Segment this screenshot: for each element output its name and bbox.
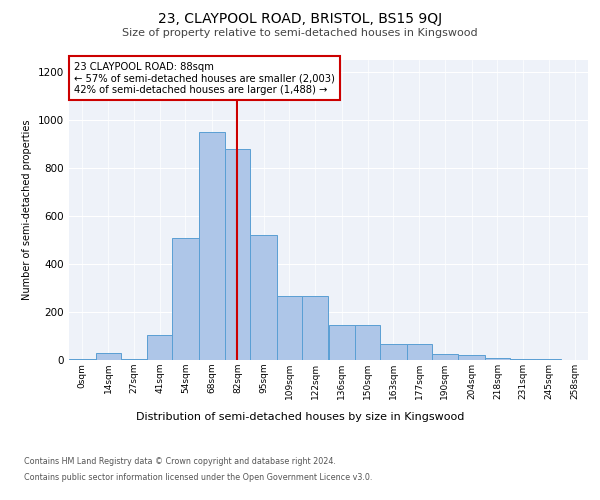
Text: 23, CLAYPOOL ROAD, BRISTOL, BS15 9QJ: 23, CLAYPOOL ROAD, BRISTOL, BS15 9QJ — [158, 12, 442, 26]
Bar — [96, 353, 121, 360]
Bar — [329, 325, 355, 360]
Bar — [121, 359, 147, 360]
Bar — [226, 149, 250, 360]
Bar — [302, 296, 329, 360]
Text: Size of property relative to semi-detached houses in Kingswood: Size of property relative to semi-detach… — [122, 28, 478, 38]
Text: Contains public sector information licensed under the Open Government Licence v3: Contains public sector information licen… — [24, 472, 373, 482]
Bar — [510, 359, 536, 360]
Bar — [147, 335, 172, 360]
Text: Contains HM Land Registry data © Crown copyright and database right 2024.: Contains HM Land Registry data © Crown c… — [24, 458, 336, 466]
Text: Distribution of semi-detached houses by size in Kingswood: Distribution of semi-detached houses by … — [136, 412, 464, 422]
Bar — [380, 344, 407, 360]
Bar — [69, 359, 96, 360]
Bar — [172, 238, 199, 360]
Bar — [536, 359, 561, 360]
Bar — [485, 358, 510, 360]
Bar — [431, 354, 458, 360]
Bar — [277, 296, 302, 360]
Bar — [458, 355, 485, 360]
Bar — [199, 132, 226, 360]
Y-axis label: Number of semi-detached properties: Number of semi-detached properties — [22, 120, 32, 300]
Bar — [355, 325, 380, 360]
Text: 23 CLAYPOOL ROAD: 88sqm
← 57% of semi-detached houses are smaller (2,003)
42% of: 23 CLAYPOOL ROAD: 88sqm ← 57% of semi-de… — [74, 62, 335, 94]
Bar — [250, 235, 277, 360]
Bar — [407, 344, 431, 360]
